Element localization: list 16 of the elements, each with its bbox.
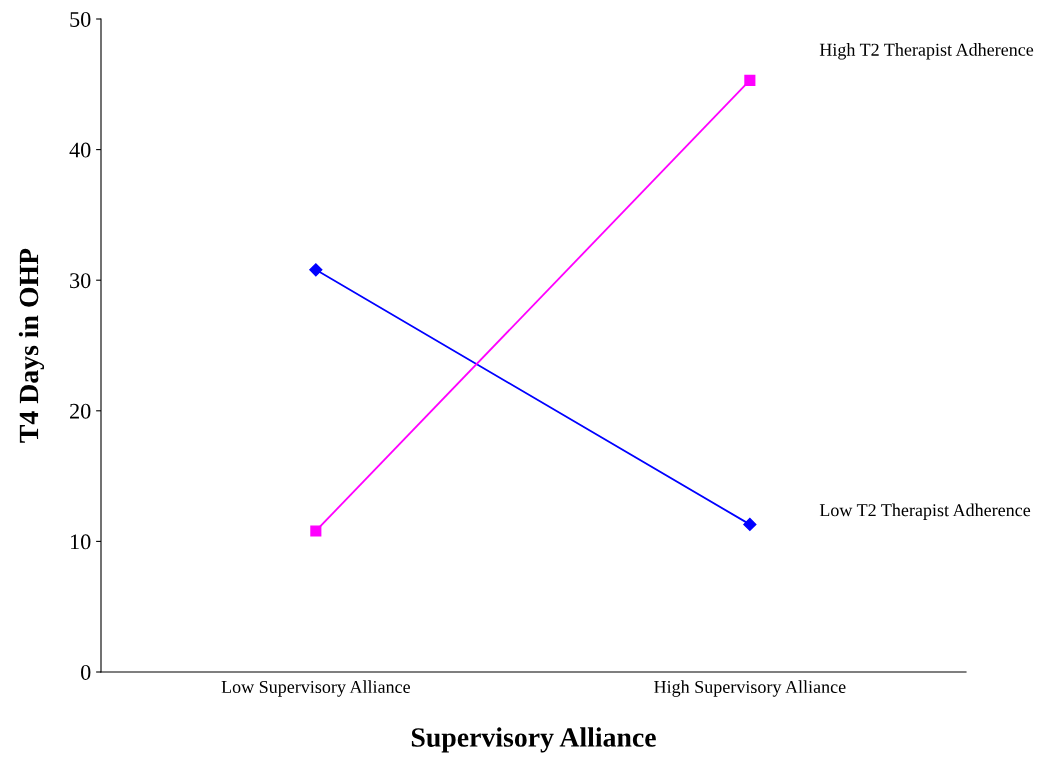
- point: [743, 517, 757, 532]
- point: [309, 263, 323, 277]
- text: Low T2 Therapist Adherence: [819, 503, 1031, 520]
- y-tick-label: 50: [70, 11, 91, 27]
- text: High T2 Therapist Adherence: [819, 43, 1034, 60]
- y-tick-label: 30: [70, 273, 91, 289]
- y-tick-label: 10: [71, 534, 91, 550]
- y-tick-label: 0: [81, 664, 91, 680]
- y-axis-title: T4 Days in OHP: [18, 248, 45, 443]
- y-tick-label: 40: [69, 142, 91, 158]
- y-tick-label: 20: [70, 403, 91, 419]
- x-tick-label: High Supervisory Alliance: [654, 680, 846, 697]
- point: [310, 525, 322, 537]
- x-axis-title: Supervisory Alliance: [411, 727, 656, 753]
- point: [744, 74, 756, 86]
- x-tick-label: Low Supervisory Alliance: [221, 680, 410, 697]
